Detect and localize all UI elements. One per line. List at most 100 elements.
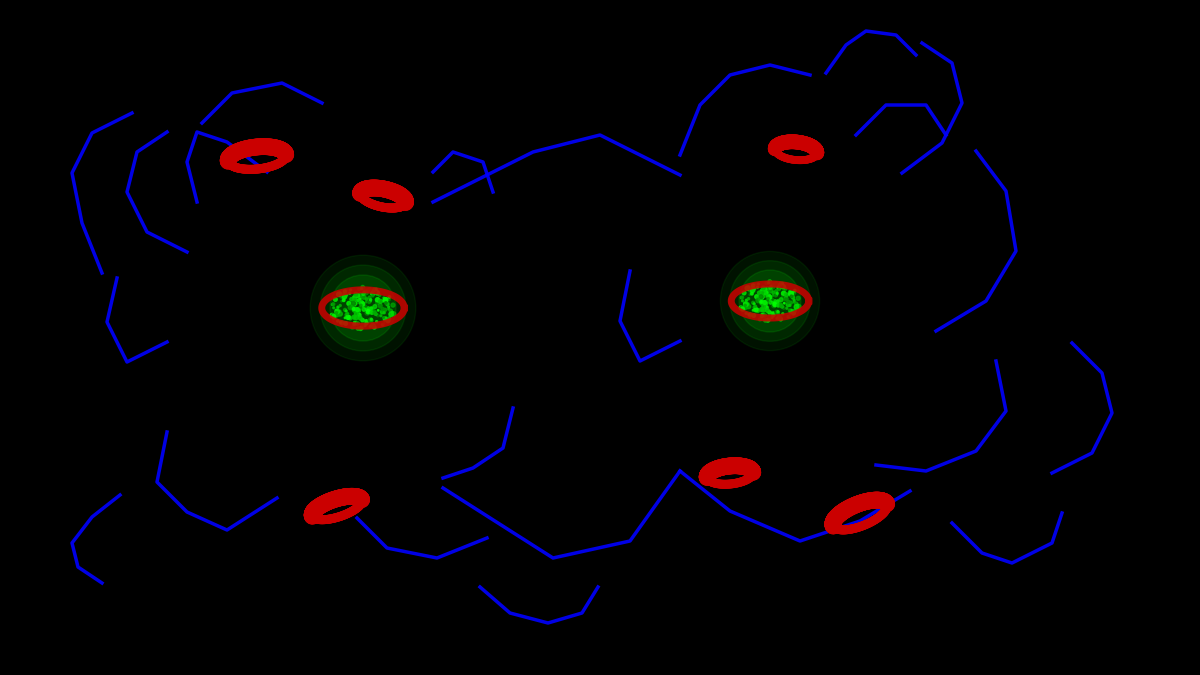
Circle shape <box>774 302 776 305</box>
Circle shape <box>356 308 360 312</box>
Circle shape <box>730 261 810 342</box>
Circle shape <box>360 326 364 330</box>
Circle shape <box>787 316 790 318</box>
Circle shape <box>797 304 798 306</box>
Circle shape <box>762 314 764 316</box>
Circle shape <box>350 326 354 329</box>
Circle shape <box>370 325 371 327</box>
Circle shape <box>347 313 348 315</box>
Circle shape <box>744 304 746 306</box>
Circle shape <box>367 309 370 313</box>
Circle shape <box>751 292 754 295</box>
Circle shape <box>774 305 776 307</box>
Circle shape <box>785 288 787 290</box>
Circle shape <box>373 304 377 308</box>
Circle shape <box>341 300 342 302</box>
Circle shape <box>365 311 368 315</box>
Circle shape <box>755 305 756 307</box>
Circle shape <box>768 315 770 318</box>
Circle shape <box>373 325 376 329</box>
Circle shape <box>346 315 350 319</box>
Circle shape <box>763 302 767 305</box>
Circle shape <box>779 282 782 286</box>
Circle shape <box>332 315 336 318</box>
Circle shape <box>350 307 353 308</box>
Circle shape <box>769 287 772 289</box>
Circle shape <box>785 297 787 300</box>
Circle shape <box>370 310 373 313</box>
Circle shape <box>768 296 772 299</box>
Circle shape <box>379 300 383 303</box>
Circle shape <box>762 293 767 297</box>
Circle shape <box>353 296 356 299</box>
Circle shape <box>782 306 785 309</box>
Circle shape <box>346 294 348 296</box>
Circle shape <box>742 308 745 311</box>
Circle shape <box>769 280 772 284</box>
Circle shape <box>340 294 344 298</box>
Circle shape <box>364 292 365 294</box>
Circle shape <box>770 317 773 319</box>
Circle shape <box>760 300 763 303</box>
Circle shape <box>332 303 335 306</box>
Circle shape <box>757 291 761 294</box>
Circle shape <box>389 312 394 317</box>
Circle shape <box>359 306 361 310</box>
Circle shape <box>757 283 760 285</box>
Circle shape <box>766 287 769 290</box>
Circle shape <box>346 310 347 312</box>
Circle shape <box>350 298 353 301</box>
Circle shape <box>770 284 773 286</box>
Circle shape <box>388 298 390 301</box>
Circle shape <box>766 300 769 302</box>
Circle shape <box>374 313 377 315</box>
Circle shape <box>347 316 350 319</box>
Circle shape <box>776 300 779 302</box>
Circle shape <box>360 298 361 300</box>
Circle shape <box>781 282 784 284</box>
Circle shape <box>388 306 390 308</box>
Circle shape <box>788 292 793 296</box>
Circle shape <box>344 322 348 325</box>
Circle shape <box>772 300 775 304</box>
Circle shape <box>355 321 358 324</box>
Circle shape <box>774 294 776 297</box>
Circle shape <box>385 319 388 321</box>
Circle shape <box>794 304 799 309</box>
Circle shape <box>760 295 763 298</box>
Circle shape <box>362 293 365 296</box>
Circle shape <box>368 301 371 302</box>
Circle shape <box>767 294 770 298</box>
Circle shape <box>358 310 360 312</box>
Circle shape <box>790 315 791 317</box>
Circle shape <box>391 312 396 316</box>
Circle shape <box>360 288 362 290</box>
Circle shape <box>376 298 379 302</box>
Circle shape <box>754 303 755 305</box>
Circle shape <box>787 300 790 304</box>
Circle shape <box>358 313 361 317</box>
Circle shape <box>364 292 365 294</box>
Circle shape <box>353 323 355 325</box>
Circle shape <box>748 314 750 315</box>
Circle shape <box>371 307 374 310</box>
Circle shape <box>740 296 744 299</box>
Circle shape <box>775 282 778 284</box>
Circle shape <box>781 291 786 296</box>
Circle shape <box>344 317 346 319</box>
Circle shape <box>767 294 770 298</box>
Circle shape <box>373 310 376 313</box>
Circle shape <box>775 284 776 286</box>
Circle shape <box>742 300 743 302</box>
Circle shape <box>349 289 352 291</box>
Circle shape <box>366 289 370 293</box>
Circle shape <box>370 307 372 310</box>
Circle shape <box>782 286 784 288</box>
Circle shape <box>335 310 337 313</box>
Circle shape <box>758 318 762 321</box>
Circle shape <box>781 285 786 289</box>
Circle shape <box>359 306 360 308</box>
Circle shape <box>378 304 382 308</box>
Circle shape <box>784 302 785 304</box>
Circle shape <box>352 302 356 306</box>
